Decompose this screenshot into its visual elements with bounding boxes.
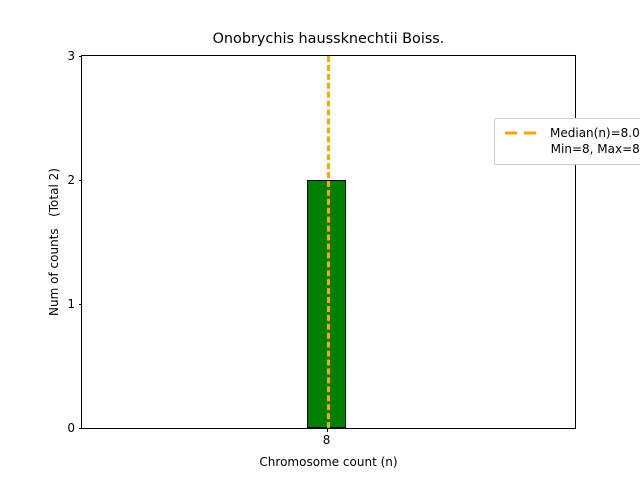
ytick-label-3: 3 <box>67 49 75 63</box>
page-title: Onobrychis haussknechtii Boiss. <box>212 31 445 47</box>
bars-layer <box>82 56 575 428</box>
ytick-label-0: 0 <box>67 421 75 435</box>
ytick-mark <box>78 56 82 57</box>
ytick-mark <box>78 304 82 305</box>
dashed-line-icon <box>504 127 540 139</box>
ytick-mark <box>78 428 82 429</box>
x-axis-label: Chromosome count (n) <box>259 455 398 469</box>
ytick-mark <box>78 179 82 181</box>
xtick-mark <box>326 428 328 432</box>
plot-area: 0 1 2 3 8 Median(n)=8.0 Min=8 <box>67 50 640 446</box>
legend-label-median: Median(n)=8.0 <box>550 126 640 140</box>
ytick-label-1: 1 <box>67 297 75 311</box>
y-axis-label: Num of counts (Total 2) <box>47 168 61 316</box>
legend-label-minmax: Min=8, Max=8 <box>550 142 640 156</box>
ytick-label-2: 2 <box>67 172 75 187</box>
legend: Median(n)=8.0 Min=8, Max=8 <box>494 118 640 165</box>
median-line <box>326 56 330 428</box>
xtick-label-8: 8 <box>322 433 331 447</box>
legend-entry-median: Median(n)=8.0 <box>504 125 640 141</box>
